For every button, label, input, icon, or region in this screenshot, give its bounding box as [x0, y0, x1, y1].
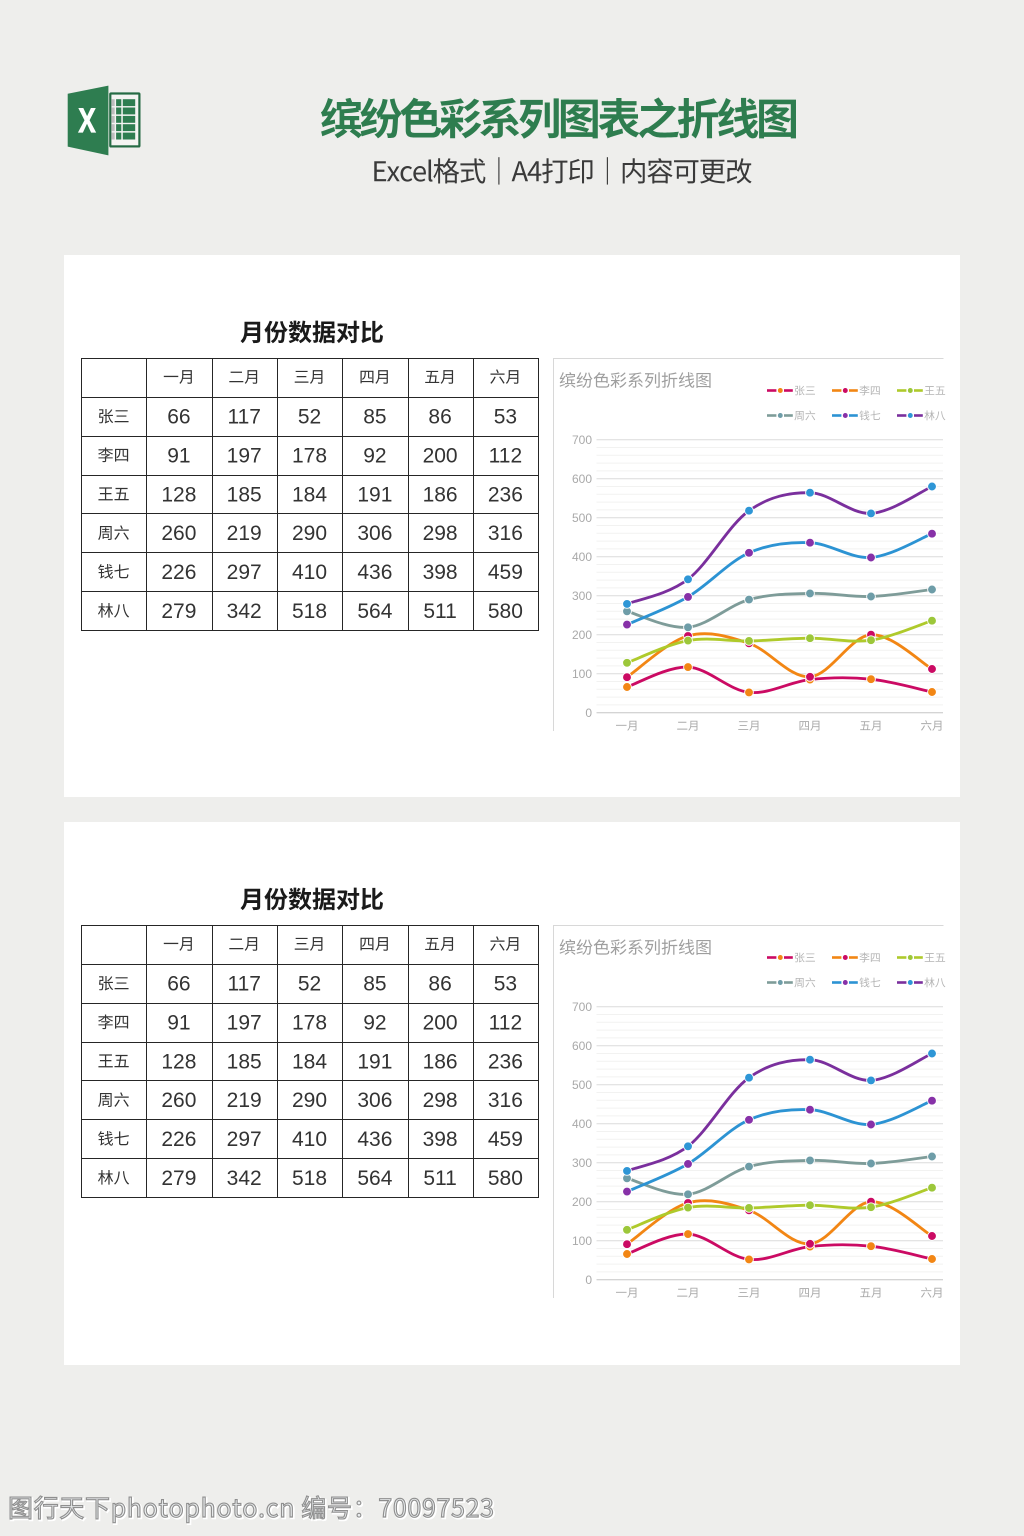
svg-text:260: 260	[161, 522, 196, 545]
svg-text:91: 91	[167, 444, 190, 467]
svg-text:128: 128	[161, 1050, 196, 1073]
svg-text:459: 459	[488, 561, 523, 584]
svg-text:300: 300	[572, 1156, 592, 1170]
svg-text:236: 236	[488, 483, 523, 506]
svg-text:200: 200	[423, 1011, 458, 1034]
svg-text:100: 100	[572, 667, 592, 681]
svg-text:511: 511	[423, 600, 456, 623]
svg-text:200: 200	[572, 1195, 592, 1209]
svg-text:178: 178	[292, 1011, 327, 1034]
svg-text:53: 53	[494, 973, 517, 996]
svg-text:226: 226	[161, 561, 196, 584]
svg-text:500: 500	[572, 511, 592, 525]
svg-text:117: 117	[227, 973, 260, 996]
svg-text:185: 185	[227, 483, 262, 506]
svg-text:600: 600	[572, 472, 592, 486]
svg-text:197: 197	[227, 1011, 262, 1034]
svg-text:0: 0	[585, 706, 592, 720]
svg-text:184: 184	[292, 1050, 327, 1073]
svg-text:200: 200	[572, 628, 592, 642]
svg-text:52: 52	[298, 973, 321, 996]
svg-text:52: 52	[298, 406, 321, 429]
svg-text:236: 236	[488, 1050, 523, 1073]
svg-text:306: 306	[357, 522, 392, 545]
svg-text:518: 518	[292, 600, 327, 623]
svg-text:260: 260	[161, 1089, 196, 1112]
svg-text:342: 342	[227, 1167, 262, 1190]
svg-text:298: 298	[423, 1089, 458, 1112]
svg-text:197: 197	[227, 444, 262, 467]
svg-text:279: 279	[161, 1167, 196, 1190]
svg-text:290: 290	[292, 522, 327, 545]
svg-text:316: 316	[488, 1089, 523, 1112]
svg-text:66: 66	[167, 406, 190, 429]
svg-text:200: 200	[423, 444, 458, 467]
svg-text:178: 178	[292, 444, 327, 467]
svg-text:600: 600	[572, 1039, 592, 1053]
svg-text:191: 191	[357, 483, 392, 506]
svg-text:86: 86	[428, 973, 451, 996]
svg-text:186: 186	[423, 483, 458, 506]
svg-text:518: 518	[292, 1167, 327, 1190]
svg-text:290: 290	[292, 1089, 327, 1112]
svg-text:306: 306	[357, 1089, 392, 1112]
svg-text:410: 410	[292, 1128, 327, 1151]
svg-text:400: 400	[572, 1117, 592, 1131]
svg-text:128: 128	[161, 483, 196, 506]
svg-text:297: 297	[227, 1128, 262, 1151]
svg-text:91: 91	[167, 1011, 190, 1034]
svg-text:185: 185	[227, 1050, 262, 1073]
svg-text:66: 66	[167, 973, 190, 996]
svg-text:53: 53	[494, 406, 517, 429]
svg-text:700: 700	[572, 1000, 592, 1014]
svg-text:459: 459	[488, 1128, 523, 1151]
svg-text:298: 298	[423, 522, 458, 545]
svg-text:279: 279	[161, 600, 196, 623]
svg-text:316: 316	[488, 522, 523, 545]
svg-text:398: 398	[423, 1128, 458, 1151]
svg-text:400: 400	[572, 550, 592, 564]
svg-text:297: 297	[227, 561, 262, 584]
svg-text:564: 564	[357, 600, 392, 623]
svg-text:436: 436	[357, 1128, 392, 1151]
svg-text:436: 436	[357, 561, 392, 584]
svg-text:300: 300	[572, 589, 592, 603]
svg-text:410: 410	[292, 561, 327, 584]
svg-text:580: 580	[488, 1167, 523, 1190]
svg-text:500: 500	[572, 1078, 592, 1092]
svg-text:100: 100	[572, 1234, 592, 1248]
svg-text:191: 191	[357, 1050, 392, 1073]
svg-text:86: 86	[428, 406, 451, 429]
svg-text:398: 398	[423, 561, 458, 584]
svg-text:85: 85	[363, 406, 386, 429]
svg-text:85: 85	[363, 973, 386, 996]
svg-text:92: 92	[363, 444, 386, 467]
svg-text:700: 700	[572, 433, 592, 447]
svg-text:184: 184	[292, 483, 327, 506]
svg-text:112: 112	[489, 444, 522, 467]
svg-text:219: 219	[227, 522, 262, 545]
svg-text:564: 564	[357, 1167, 392, 1190]
svg-text:0: 0	[585, 1273, 592, 1287]
svg-text:186: 186	[423, 1050, 458, 1073]
svg-text:92: 92	[363, 1011, 386, 1034]
svg-text:580: 580	[488, 600, 523, 623]
svg-text:511: 511	[423, 1167, 456, 1190]
svg-text:219: 219	[227, 1089, 262, 1112]
svg-text:117: 117	[227, 406, 260, 429]
svg-text:226: 226	[161, 1128, 196, 1151]
svg-text:112: 112	[489, 1011, 522, 1034]
svg-text:342: 342	[227, 600, 262, 623]
